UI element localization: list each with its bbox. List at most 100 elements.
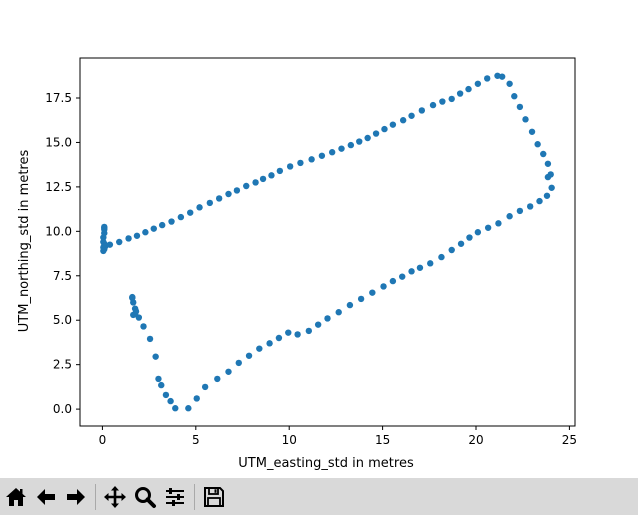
data-point xyxy=(318,152,326,159)
data-point xyxy=(314,321,322,328)
data-point xyxy=(106,241,114,248)
data-point xyxy=(142,229,149,236)
data-point xyxy=(172,405,179,412)
y-tick-label: 10.0 xyxy=(45,224,72,238)
save-disk-icon xyxy=(204,486,224,507)
data-point xyxy=(516,207,524,215)
data-point xyxy=(206,199,214,207)
data-point xyxy=(177,213,185,221)
data-point xyxy=(544,173,552,181)
data-point xyxy=(506,213,513,220)
data-point xyxy=(297,159,304,167)
data-point xyxy=(193,395,200,402)
forward-button[interactable] xyxy=(62,483,90,511)
data-point xyxy=(305,327,313,335)
data-point xyxy=(132,308,140,315)
data-point xyxy=(457,240,465,247)
back-button[interactable] xyxy=(32,483,60,511)
data-point xyxy=(129,293,136,301)
data-point xyxy=(168,218,175,225)
data-point xyxy=(357,295,365,303)
home-button[interactable] xyxy=(2,483,30,511)
pan-button[interactable] xyxy=(101,483,129,511)
data-point xyxy=(381,125,388,133)
data-point xyxy=(536,197,543,205)
data-point xyxy=(429,101,437,109)
navigation-toolbar xyxy=(0,478,638,515)
y-tick-label: 0.0 xyxy=(53,402,72,416)
data-point xyxy=(526,203,534,210)
data-point xyxy=(324,315,331,322)
data-point xyxy=(214,375,221,383)
scatter-chart: 0 5 10 15 20 25 0.0 2.5 5.0 7.5 10.0 12.5 15.0 17.5 U… xyxy=(17,57,577,471)
data-point xyxy=(522,116,529,123)
data-point xyxy=(347,141,355,149)
data-point xyxy=(416,264,424,271)
data-point xyxy=(201,383,209,391)
data-point xyxy=(286,163,294,170)
data-point xyxy=(498,73,506,80)
pan-move-icon xyxy=(104,485,126,508)
data-point xyxy=(439,98,446,105)
data-point xyxy=(399,117,407,124)
x-tick-label: 20 xyxy=(468,433,483,447)
back-arrow-icon xyxy=(37,488,55,505)
data-point xyxy=(418,107,426,114)
data-point xyxy=(162,391,170,399)
data-point xyxy=(356,138,363,145)
y-tick-label: 5.0 xyxy=(53,313,72,327)
data-point xyxy=(544,160,552,167)
y-tick-label: 17.5 xyxy=(45,91,72,105)
data-point xyxy=(389,277,397,285)
data-point xyxy=(158,381,165,389)
data-point xyxy=(448,95,455,103)
axes-frame xyxy=(79,57,576,427)
x-tick-label: 0 xyxy=(99,433,107,447)
data-point xyxy=(372,130,380,137)
data-point xyxy=(276,167,284,175)
data-point xyxy=(399,273,406,280)
data-point xyxy=(245,352,253,359)
data-point xyxy=(427,260,434,267)
figure-canvas[interactable]: 0 5 10 15 20 25 0.0 2.5 5.0 7.5 10.0 12.5 15.0 17.5 U… xyxy=(0,0,638,478)
data-point xyxy=(465,85,472,93)
x-tick-label: 25 xyxy=(562,433,577,447)
y-tick-label: 7.5 xyxy=(53,269,72,283)
data-point xyxy=(466,234,473,241)
data-point xyxy=(484,224,492,231)
data-point xyxy=(511,93,518,100)
data-point xyxy=(116,238,123,246)
data-point xyxy=(338,145,345,152)
y-axis-label: UTM_northing_std in metres xyxy=(17,150,32,333)
data-point xyxy=(516,103,524,111)
data-point xyxy=(389,121,397,128)
zoom-magnifier-icon xyxy=(135,486,156,508)
y-tick-label: 15.0 xyxy=(45,135,72,149)
zoom-button[interactable] xyxy=(131,483,159,511)
home-icon xyxy=(6,487,26,506)
configure-subplots-button[interactable] xyxy=(161,483,189,511)
data-point xyxy=(256,345,263,352)
data-point xyxy=(275,334,283,342)
data-point xyxy=(335,309,342,316)
data-point xyxy=(266,340,273,347)
data-point xyxy=(268,172,275,179)
data-point xyxy=(408,268,415,275)
data-point xyxy=(133,232,141,239)
data-point xyxy=(408,112,415,119)
data-point xyxy=(328,149,336,156)
data-point xyxy=(308,156,315,163)
data-point xyxy=(167,397,174,405)
x-tick-label: 5 xyxy=(192,433,200,447)
data-point xyxy=(243,182,250,190)
data-point xyxy=(438,253,445,261)
y-tick-label: 2.5 xyxy=(53,358,72,372)
data-point xyxy=(146,335,154,343)
save-button[interactable] xyxy=(200,483,228,511)
data-point xyxy=(150,225,157,232)
data-point xyxy=(506,80,513,87)
data-point xyxy=(125,235,132,242)
data-point xyxy=(543,192,551,199)
data-point xyxy=(540,150,547,158)
data-point xyxy=(152,353,159,360)
